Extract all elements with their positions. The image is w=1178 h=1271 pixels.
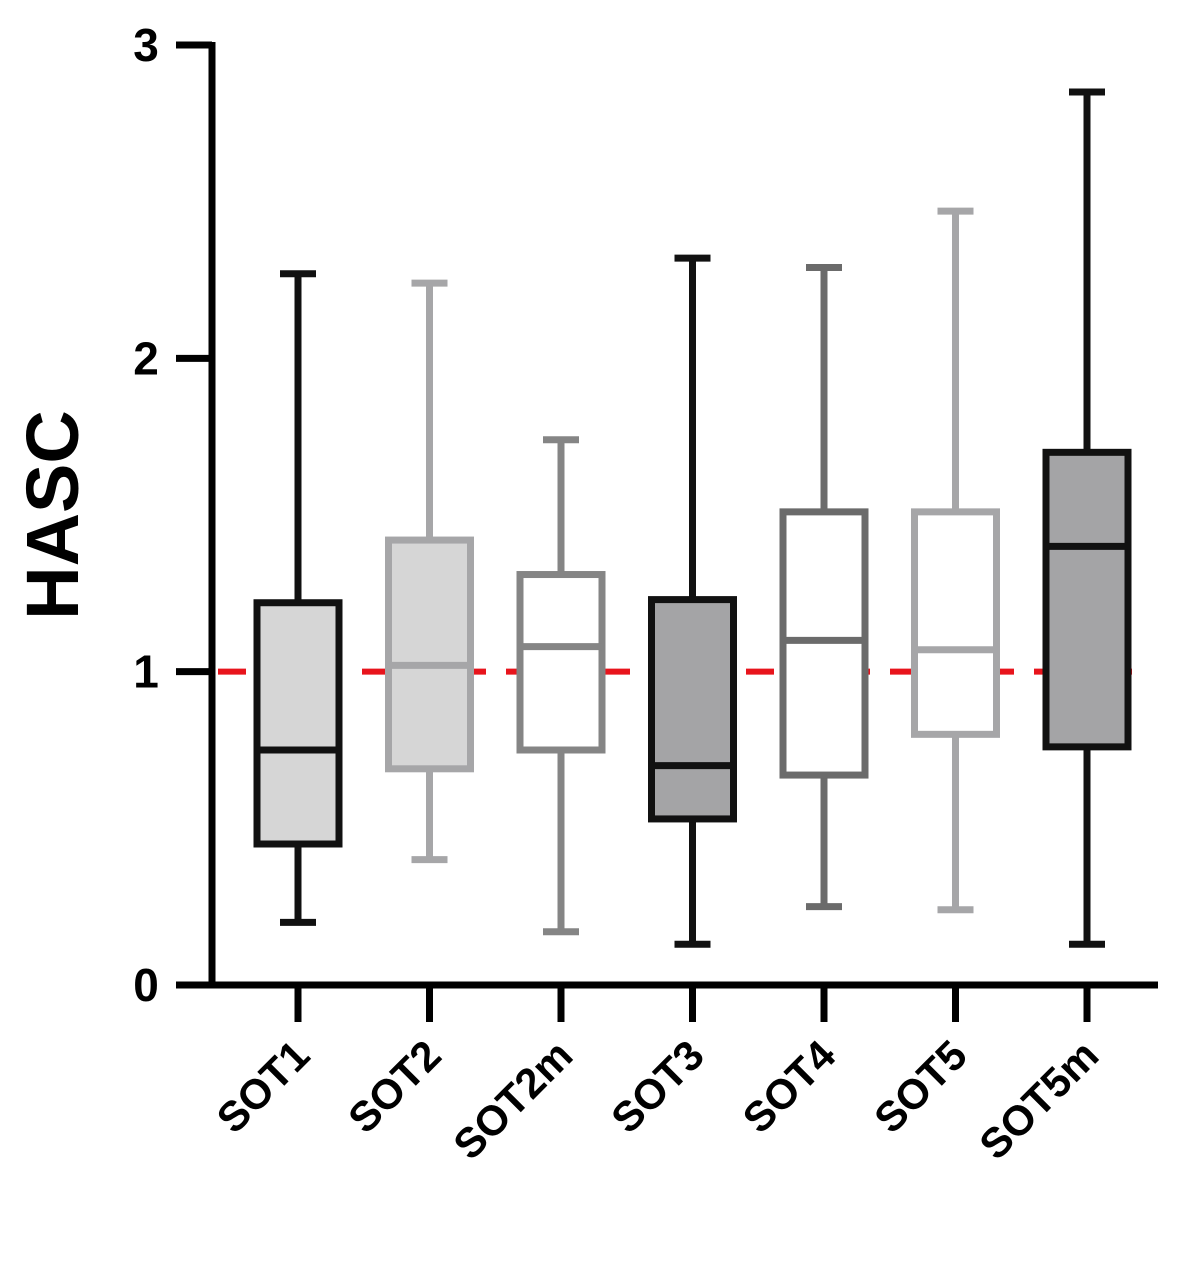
box-sot2m (516, 436, 606, 936)
iqr-box (516, 571, 606, 754)
y-tick-layer: 0 1 2 3 (133, 19, 212, 1011)
x-category-label: SOT5 (865, 1031, 976, 1142)
x-category-label: SOT3 (602, 1031, 713, 1142)
box-sot4 (779, 263, 869, 911)
x-category-label: SOT4 (734, 1031, 845, 1142)
box-sot5m (1042, 88, 1132, 948)
y-tick-label: 2 (133, 332, 159, 384)
iqr-box (648, 596, 737, 823)
x-category-label: SOT1 (208, 1031, 319, 1142)
y-tick-label: 3 (133, 19, 159, 71)
x-category-label: SOT5m (970, 1031, 1107, 1168)
axis-layer (176, 42, 1158, 989)
x-category-label: SOT2m (444, 1031, 581, 1168)
box-sot5 (911, 207, 1000, 914)
y-axis-title: HASC (11, 410, 94, 620)
box-sot2 (385, 279, 474, 864)
y-tick-label: 0 (133, 959, 159, 1011)
box-sot3 (648, 254, 737, 948)
iqr-box (385, 536, 474, 773)
box-sot1 (253, 270, 343, 926)
iqr-box (911, 508, 1000, 738)
box-layer (253, 88, 1132, 948)
x-category-label: SOT2 (339, 1031, 450, 1142)
y-tick-label: 1 (133, 646, 159, 698)
iqr-box (253, 599, 343, 848)
iqr-box (1042, 448, 1132, 751)
